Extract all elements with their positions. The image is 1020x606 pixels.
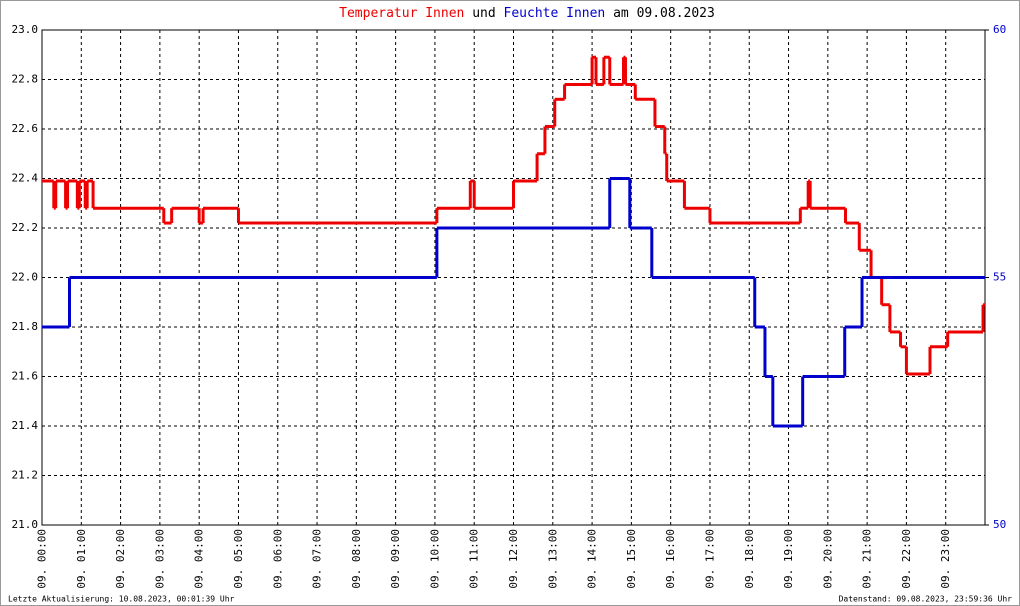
title-part: Temperatur Innen bbox=[339, 6, 464, 21]
x-tick-label: 09. 13:00 bbox=[546, 529, 559, 589]
x-tick-label: 09. 02:00 bbox=[114, 529, 127, 589]
y2-tick-label: 55 bbox=[993, 271, 1006, 284]
x-tick-label: 09. 08:00 bbox=[350, 529, 363, 589]
y-tick-label: 21.2 bbox=[12, 469, 39, 482]
y2-tick-label: 60 bbox=[993, 23, 1006, 36]
y-tick-label: 21.4 bbox=[12, 419, 39, 432]
y-tick-label: 22.0 bbox=[12, 271, 39, 284]
x-tick-label: 09. 12:00 bbox=[507, 529, 520, 589]
x-tick-label: 09. 17:00 bbox=[703, 529, 716, 589]
y2-tick-label: 50 bbox=[993, 518, 1006, 531]
x-tick-label: 09. 23:00 bbox=[939, 529, 952, 589]
title-part: am 09.08.2023 bbox=[613, 6, 715, 21]
x-tick-label: 09. 09:00 bbox=[389, 529, 402, 589]
y-tick-label: 23.0 bbox=[12, 23, 39, 36]
chart-title: Temperatur Innen und Feuchte Innen am 09… bbox=[339, 6, 715, 21]
y-tick-label: 22.8 bbox=[12, 73, 39, 86]
x-tick-label: 09. 21:00 bbox=[861, 529, 874, 589]
x-tick-label: 09. 20:00 bbox=[821, 529, 834, 589]
x-tick-label: 09. 06:00 bbox=[271, 529, 284, 589]
x-tick-label: 09. 22:00 bbox=[900, 529, 913, 589]
y-tick-label: 22.2 bbox=[12, 221, 39, 234]
x-tick-label: 09. 10:00 bbox=[428, 529, 441, 589]
footer-right: Datenstand: 09.08.2023, 23:59:36 Uhr bbox=[839, 595, 1013, 604]
y-tick-label: 22.4 bbox=[12, 172, 39, 185]
x-tick-label: 09. 01:00 bbox=[75, 529, 88, 589]
x-tick-label: 09. 14:00 bbox=[586, 529, 599, 589]
x-tick-label: 09. 03:00 bbox=[153, 529, 166, 589]
x-tick-label: 09. 11:00 bbox=[468, 529, 481, 589]
x-tick-label: 09. 00:00 bbox=[36, 529, 49, 589]
x-tick-label: 09. 16:00 bbox=[664, 529, 677, 589]
title-part: und bbox=[472, 6, 495, 21]
y-tick-label: 22.6 bbox=[12, 122, 39, 135]
y-tick-label: 21.6 bbox=[12, 370, 39, 383]
x-tick-label: 09. 07:00 bbox=[311, 529, 324, 589]
footer-left: Letzte Aktualisierung: 10.08.2023, 00:01… bbox=[8, 595, 235, 604]
x-tick-label: 09. 05:00 bbox=[232, 529, 245, 589]
title-part: Feuchte Innen bbox=[504, 6, 606, 21]
y-tick-label: 21.0 bbox=[12, 518, 39, 531]
x-tick-label: 09. 19:00 bbox=[782, 529, 795, 589]
x-tick-label: 09. 04:00 bbox=[193, 529, 206, 589]
x-tick-label: 09. 15:00 bbox=[625, 529, 638, 589]
y-tick-label: 21.8 bbox=[12, 320, 39, 333]
x-tick-label: 09. 18:00 bbox=[743, 529, 756, 589]
